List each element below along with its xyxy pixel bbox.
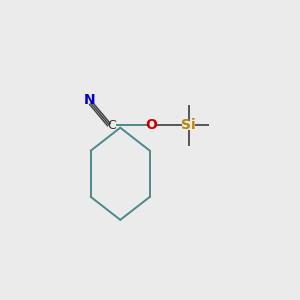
- Text: N: N: [83, 93, 95, 107]
- Text: Si: Si: [181, 118, 196, 132]
- Text: O: O: [146, 118, 158, 132]
- Text: C: C: [108, 119, 116, 132]
